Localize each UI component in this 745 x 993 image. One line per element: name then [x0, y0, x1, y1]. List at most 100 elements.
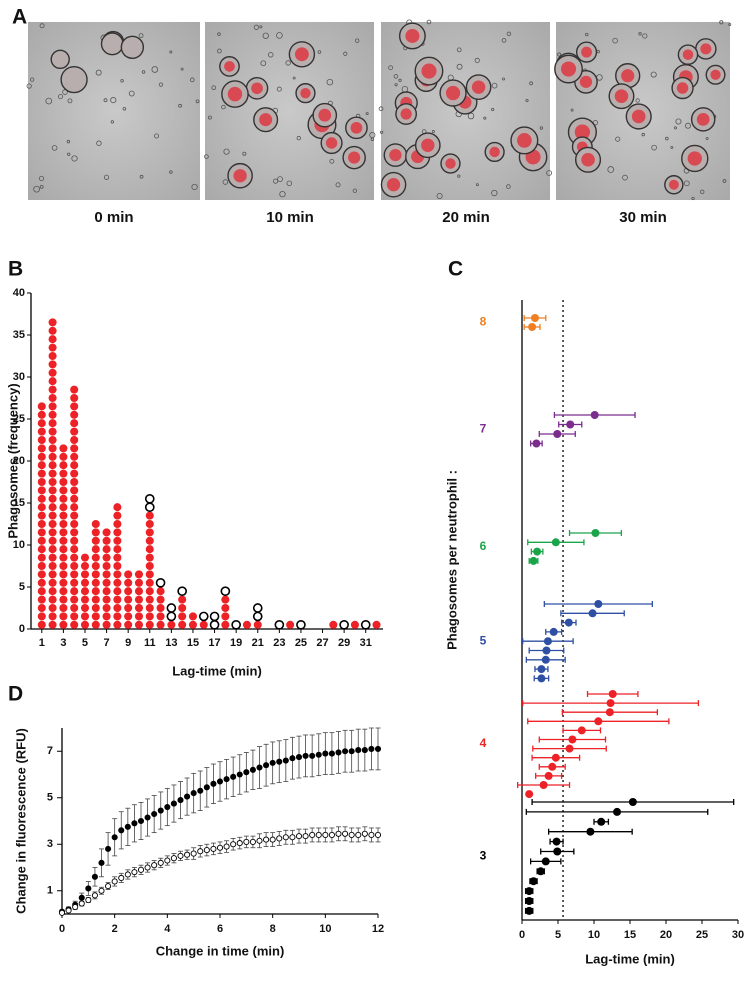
- dot-column: [252, 603, 263, 622]
- dot: [59, 511, 68, 520]
- dot: [113, 620, 122, 629]
- y-tick-label: 1: [47, 885, 53, 897]
- dot: [48, 603, 57, 613]
- dot: [70, 393, 79, 403]
- dot: [156, 620, 165, 629]
- point: [328, 831, 335, 839]
- dot: [70, 452, 79, 461]
- dot-column: [155, 577, 166, 588]
- point: [144, 814, 151, 821]
- point: [243, 838, 250, 845]
- dot: [59, 553, 68, 562]
- debris: [154, 133, 160, 139]
- dot: [37, 461, 46, 470]
- dot: [37, 444, 46, 453]
- dot: [221, 620, 230, 629]
- dot: [113, 570, 122, 579]
- dot: [48, 377, 57, 386]
- point: [361, 747, 368, 754]
- dot-column: [253, 620, 262, 629]
- group-label: 5: [480, 633, 487, 647]
- dot: [91, 620, 100, 629]
- group-label: 8: [480, 315, 487, 329]
- debris: [539, 126, 544, 130]
- dot: [48, 477, 57, 487]
- point: [197, 787, 204, 794]
- debris: [45, 97, 53, 105]
- dot: [37, 427, 46, 436]
- dot: [37, 435, 46, 445]
- debris: [585, 32, 589, 37]
- point: [282, 834, 289, 841]
- point: [335, 749, 342, 756]
- debris: [607, 166, 615, 173]
- x-tick-label: 5: [82, 637, 88, 649]
- dot: [48, 427, 57, 436]
- dot: [48, 410, 57, 419]
- point: [335, 830, 342, 837]
- debris: [110, 97, 117, 104]
- dot-column: [350, 620, 359, 629]
- dot: [156, 612, 165, 621]
- debris: [268, 52, 274, 58]
- point: [322, 831, 329, 839]
- dot: [37, 620, 46, 629]
- y-tick-label: 40: [13, 287, 25, 299]
- point: [65, 907, 72, 914]
- point: [597, 817, 606, 826]
- phagosome: [614, 89, 629, 103]
- point: [548, 762, 557, 771]
- dot: [113, 587, 122, 596]
- dot: [48, 545, 57, 554]
- phagosome: [517, 133, 532, 148]
- debris: [128, 90, 135, 97]
- y-tick-label: 35: [13, 329, 25, 341]
- x-tick-label: 6: [217, 923, 223, 935]
- dot: [48, 561, 57, 571]
- dot: [221, 612, 230, 621]
- dot: [59, 578, 68, 587]
- dot: [134, 578, 144, 587]
- debris: [190, 77, 195, 83]
- point: [269, 759, 276, 766]
- dot: [70, 469, 79, 478]
- phagosome: [233, 169, 247, 183]
- dot-column: [156, 587, 165, 629]
- debris: [728, 23, 732, 26]
- point: [170, 855, 177, 862]
- dot: [91, 603, 100, 613]
- point: [533, 547, 542, 556]
- dot-column: [134, 570, 144, 629]
- debris: [39, 184, 44, 189]
- debris: [491, 82, 498, 89]
- point: [564, 618, 573, 627]
- point: [190, 850, 197, 857]
- debris: [700, 189, 705, 195]
- dot: [80, 570, 90, 579]
- point: [111, 878, 118, 885]
- dot: [231, 619, 241, 630]
- debris: [557, 52, 562, 57]
- dot: [37, 519, 46, 529]
- debris: [222, 179, 229, 185]
- debris: [33, 185, 40, 193]
- x-tick-label: 21: [252, 637, 264, 649]
- point: [539, 781, 548, 789]
- point: [309, 752, 316, 759]
- point: [565, 744, 574, 753]
- phagosome: [696, 112, 710, 126]
- point: [137, 817, 145, 825]
- point: [361, 830, 368, 837]
- point: [590, 411, 599, 419]
- dot: [166, 611, 177, 622]
- phagosome: [581, 152, 595, 167]
- dot-column: [166, 603, 177, 622]
- point: [577, 726, 586, 735]
- dot-column: [199, 620, 208, 629]
- dot: [70, 595, 79, 604]
- debris: [546, 170, 553, 176]
- dot: [102, 587, 111, 596]
- dot: [113, 545, 122, 554]
- dot: [113, 511, 122, 520]
- debris: [335, 182, 341, 188]
